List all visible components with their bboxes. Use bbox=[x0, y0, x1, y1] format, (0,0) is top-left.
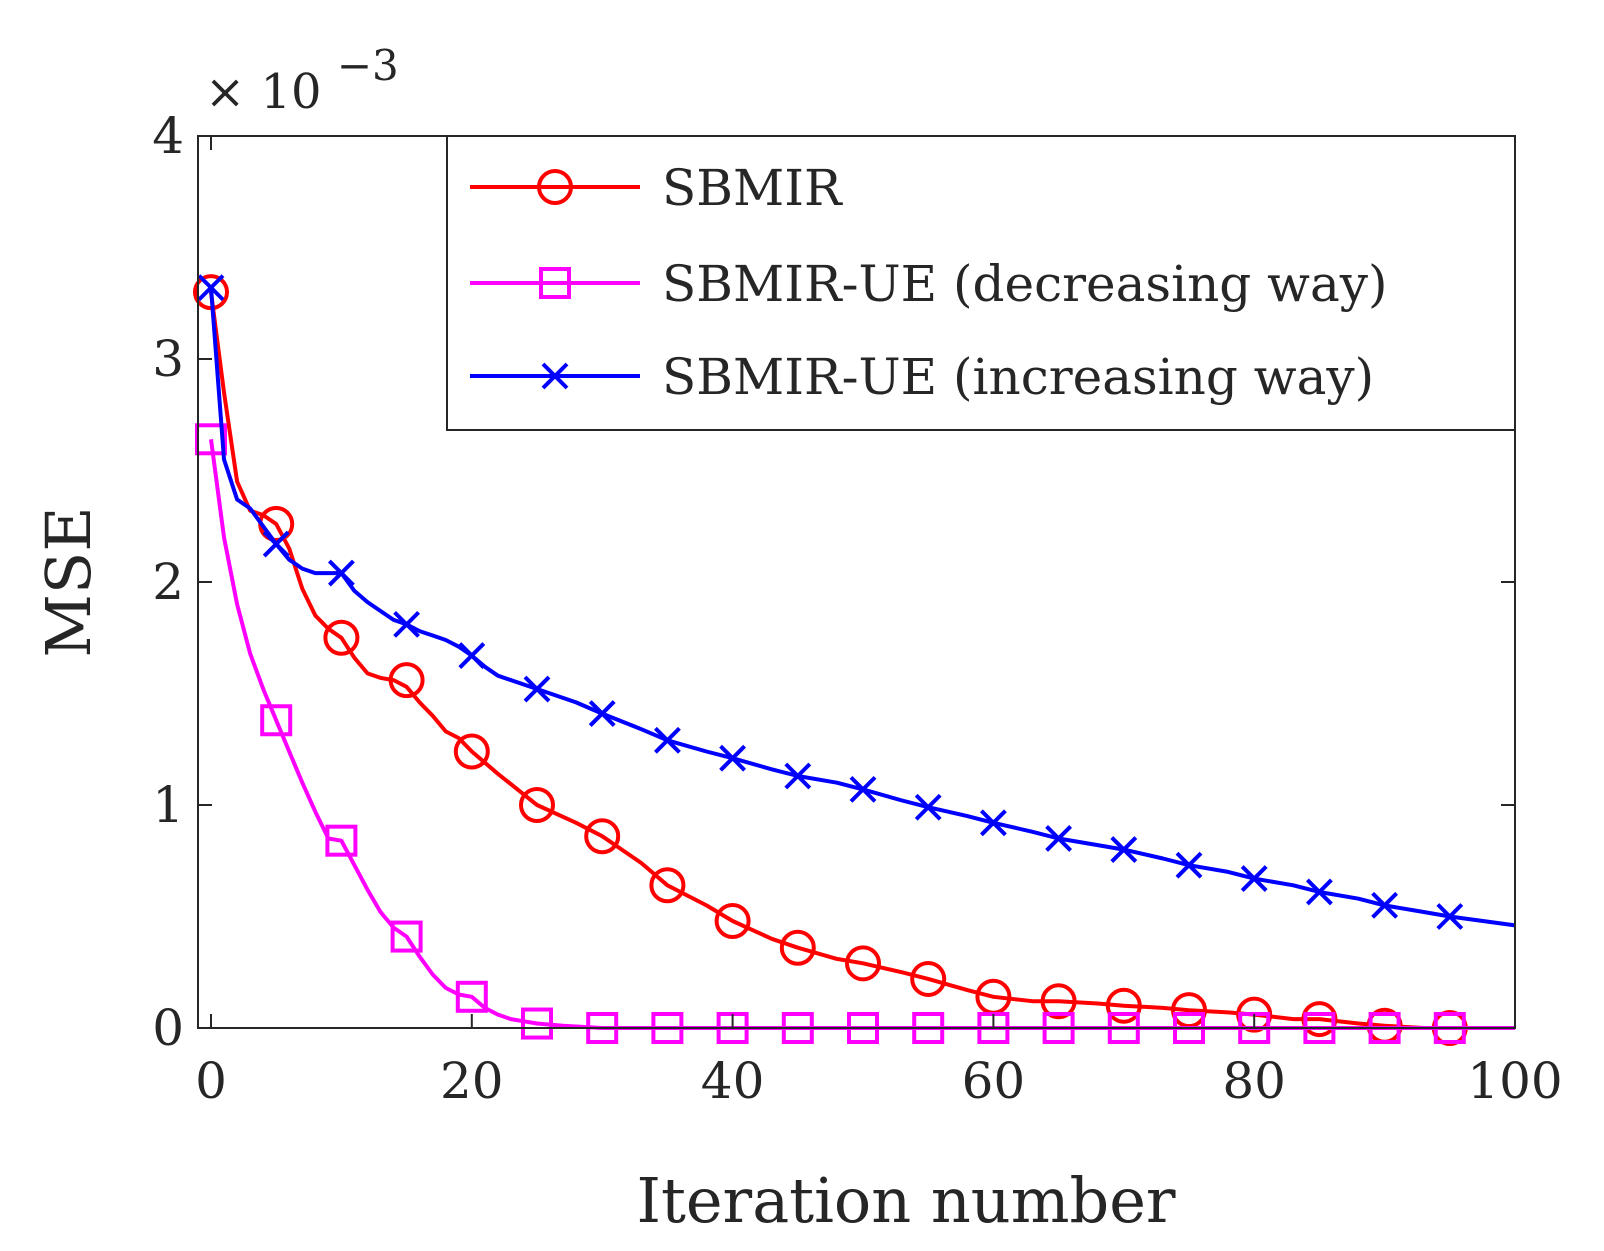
legend: SBMIR SBMIR-UE (decreasing way) SBMIR-UE (… bbox=[446, 135, 1516, 431]
series-marker bbox=[197, 274, 225, 302]
legend-entry: SBMIR bbox=[470, 159, 843, 217]
series-marker bbox=[390, 920, 423, 953]
series-marker bbox=[260, 704, 293, 737]
series-marker bbox=[521, 1007, 553, 1040]
legend-label: SBMIR-UE (decreasing way) bbox=[662, 255, 1388, 313]
x-tick-label: 80 bbox=[1222, 1052, 1286, 1110]
series-marker bbox=[584, 818, 621, 855]
series-marker-stroke-b bbox=[262, 530, 290, 558]
series-marker-stroke-b bbox=[979, 809, 1007, 837]
series-marker-stroke-b bbox=[1305, 878, 1333, 906]
series-marker bbox=[1040, 983, 1077, 1020]
series-marker-stroke-b bbox=[784, 762, 812, 790]
series-marker bbox=[1110, 836, 1138, 864]
series-marker bbox=[388, 662, 425, 699]
series-marker bbox=[1371, 891, 1399, 919]
series-marker-stroke-b bbox=[458, 642, 486, 670]
x-tick-label: 20 bbox=[440, 1052, 504, 1110]
legend-entry: SBMIR-UE (decreasing way) bbox=[470, 255, 1388, 313]
series-marker-stroke-b bbox=[1240, 865, 1268, 893]
series-marker bbox=[1105, 987, 1142, 1024]
y-tick-label: 2 bbox=[152, 553, 184, 611]
series-marker bbox=[914, 793, 942, 821]
y-tick-label: 1 bbox=[152, 776, 184, 834]
legend-marker bbox=[539, 267, 571, 299]
x-tick-label: 40 bbox=[701, 1052, 765, 1110]
series-marker-stroke-b bbox=[1045, 825, 1073, 852]
x-tick-label: 60 bbox=[962, 1052, 1026, 1110]
series-marker-stroke-b bbox=[393, 610, 421, 638]
series-marker-stroke-b bbox=[197, 274, 225, 302]
x-tick-label: 100 bbox=[1467, 1052, 1562, 1110]
series-marker bbox=[979, 809, 1007, 837]
series-marker bbox=[649, 867, 686, 904]
x-axis-title: Iteration number bbox=[636, 1164, 1175, 1237]
series-marker bbox=[714, 902, 751, 939]
x-tick-label: 0 bbox=[195, 1052, 227, 1110]
series-marker bbox=[519, 787, 555, 823]
series-marker-stroke-b bbox=[588, 700, 616, 727]
series-marker bbox=[262, 530, 290, 558]
series-marker bbox=[1240, 865, 1268, 893]
series-marker bbox=[784, 762, 812, 790]
series-marker-stroke-b bbox=[719, 744, 747, 772]
series-marker bbox=[1045, 825, 1073, 852]
ticks-layer: 0 20 40 60 80 100 0 1 2 3 4 bbox=[152, 107, 1563, 1110]
series-marker bbox=[323, 619, 360, 656]
legend-label: SBMIR bbox=[662, 159, 843, 217]
series-marker bbox=[453, 733, 490, 770]
y-axis-exponent-prefix: × 10 bbox=[205, 64, 322, 120]
series-marker bbox=[849, 775, 877, 803]
series-marker bbox=[325, 824, 358, 857]
series-marker bbox=[458, 642, 486, 670]
series-marker-stroke-b bbox=[849, 775, 877, 803]
legend-marker bbox=[541, 362, 569, 390]
series-marker bbox=[1305, 878, 1333, 906]
series-line bbox=[209, 287, 1516, 928]
series-marker-stroke-b bbox=[1371, 891, 1399, 919]
series-marker bbox=[523, 675, 551, 703]
series-marker bbox=[1175, 851, 1203, 879]
y-axis-exponent-power: −3 bbox=[337, 41, 399, 90]
y-axis-title: MSE bbox=[32, 506, 105, 657]
legend-label: SBMIR-UE (increasing way) bbox=[662, 348, 1374, 406]
series-marker bbox=[779, 929, 816, 966]
series-marker bbox=[393, 610, 421, 638]
series-marker-stroke-b bbox=[914, 793, 942, 821]
series-marker-stroke-b bbox=[1436, 903, 1464, 930]
series-marker-stroke-b bbox=[1175, 851, 1203, 879]
series-marker bbox=[455, 980, 488, 1013]
series-marker bbox=[1436, 903, 1464, 930]
series-marker bbox=[719, 744, 747, 772]
legend-marker-stroke-b bbox=[541, 362, 569, 390]
series-marker bbox=[653, 726, 681, 754]
series-marker-stroke-b bbox=[523, 675, 551, 703]
y-tick-label: 3 bbox=[152, 330, 184, 388]
series-layer bbox=[193, 274, 1516, 1046]
legend-marker bbox=[537, 169, 573, 205]
series-3 bbox=[197, 274, 1516, 930]
series-marker-stroke-b bbox=[327, 559, 355, 587]
legend-entry: SBMIR-UE (increasing way) bbox=[470, 348, 1374, 406]
series-marker bbox=[910, 960, 947, 997]
series-marker bbox=[327, 559, 355, 587]
series-marker bbox=[845, 945, 881, 982]
series-marker-stroke-b bbox=[653, 726, 681, 754]
y-tick-label: 0 bbox=[152, 999, 184, 1057]
series-marker-stroke-b bbox=[1110, 836, 1138, 864]
y-axis-exponent: × 10 −3 bbox=[205, 41, 399, 120]
y-tick-label: 4 bbox=[152, 107, 184, 165]
series-marker bbox=[588, 700, 616, 727]
